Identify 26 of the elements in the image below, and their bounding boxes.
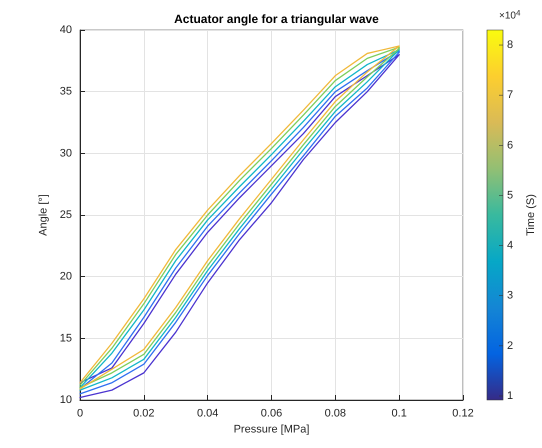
x-tick-label: 0.06 (260, 408, 282, 420)
x-tick-label: 0 (76, 408, 84, 420)
y-tick-label: 40 (60, 24, 72, 36)
y-tick-label: 30 (60, 147, 72, 160)
color-bar-label: 4 (507, 240, 514, 252)
x-tick-label: 0.08 (324, 408, 346, 420)
y-tick-label: 15 (60, 332, 72, 344)
color-bar-label: 7 (507, 89, 514, 102)
x-tick-label: 0.1 (392, 408, 407, 420)
y-tick-label: 10 (60, 394, 72, 406)
color-bar-label: 1 (507, 390, 514, 402)
color-bar-label: 3 (507, 290, 514, 302)
x-axis-title: Pressure [MPa] (234, 424, 310, 436)
x-tick-label: 0.12 (452, 408, 474, 420)
color-bar-label: 2 (507, 340, 514, 352)
color-bar-label: 5 (507, 189, 514, 202)
y-axis-title: Angle [°] (37, 194, 50, 236)
x-tick-label: 0.04 (196, 408, 218, 420)
x-tick-label: 0.02 (133, 408, 155, 420)
chart-title: Actuator angle for a triangular wave (174, 12, 380, 26)
color-bar-label: 8 (507, 39, 514, 52)
color-bar-label: 6 (507, 139, 514, 152)
y-tick-label: 25 (60, 209, 72, 221)
color-bar-title: Time (S) (525, 194, 537, 236)
y-tick-label: 20 (60, 270, 72, 283)
y-tick-label: 35 (60, 86, 72, 98)
